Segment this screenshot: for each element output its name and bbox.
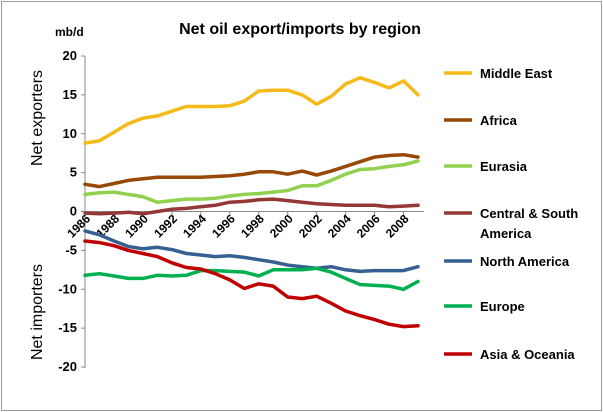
legend-label-asia-oceania: Asia & Oceania — [480, 347, 575, 362]
y-label-exporters: Net exporters — [29, 70, 46, 166]
series-line-eurasia — [83, 159, 420, 204]
y-tick-label: 20 — [63, 48, 77, 63]
series-line-middle-east — [83, 76, 420, 145]
y-tick-label: -15 — [58, 320, 77, 335]
series-line-asia-oceania — [83, 239, 420, 329]
legend-label-africa: Africa — [480, 113, 518, 128]
y-tick-label: -10 — [58, 281, 77, 296]
legend-label-middle-east: Middle East — [480, 66, 553, 81]
series-line-africa — [83, 152, 420, 189]
y-tick-label: 5 — [70, 165, 77, 180]
y-tick-label: -5 — [65, 242, 77, 257]
chart-title: Net oil export/imports by region — [179, 21, 421, 38]
y-tick-label: 10 — [63, 126, 77, 141]
legend-label-eurasia: Eurasia — [480, 159, 528, 174]
unit-label: mb/d — [55, 25, 84, 39]
y-tick-label: 0 — [70, 204, 77, 219]
legend-label-north-america: North America — [480, 254, 570, 269]
legend-label-europe: Europe — [480, 299, 525, 314]
series-line-north-america — [83, 229, 420, 274]
series-line-central-south-america — [83, 197, 420, 216]
legend-label-central-south-america: Central & South America — [480, 206, 578, 241]
y-tick-label: 15 — [63, 87, 77, 102]
y-tick-label: -20 — [58, 359, 77, 374]
series-line-europe — [83, 266, 420, 292]
y-label-importers: Net importers — [29, 264, 46, 360]
